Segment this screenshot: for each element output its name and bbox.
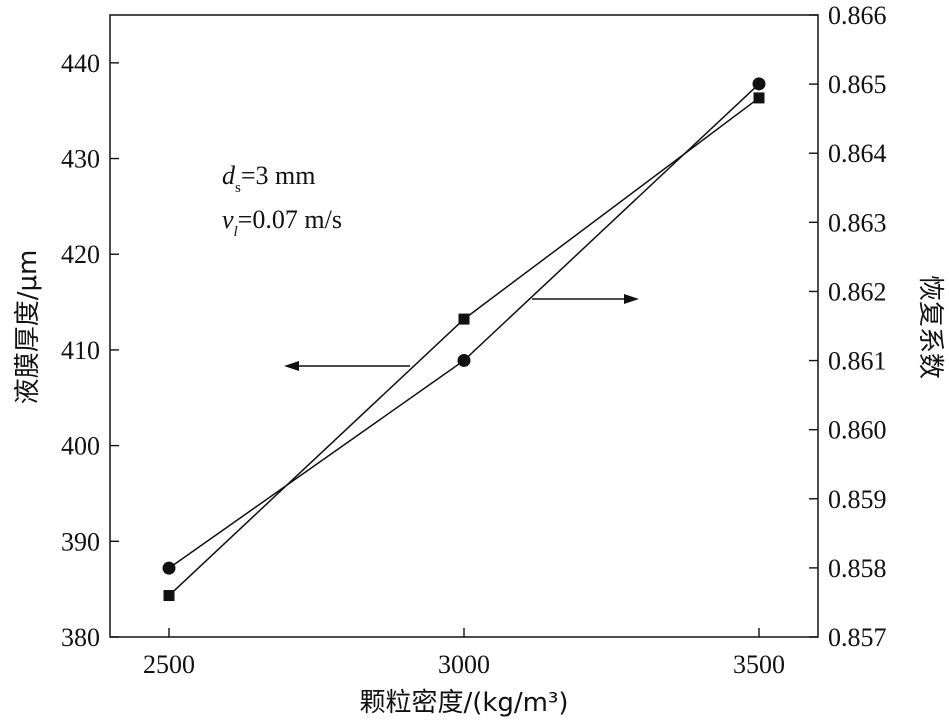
left-tick-label: 440 <box>61 49 100 78</box>
ds-subscript: s <box>235 180 241 196</box>
x-tick-label: 3500 <box>733 650 785 679</box>
right-tick-label: 0.862 <box>828 277 887 306</box>
axis-indicator-arrows <box>284 294 639 371</box>
right-axis-arrowhead <box>624 294 639 304</box>
vl-symbol: v <box>222 205 234 234</box>
left-tick-label: 400 <box>61 432 100 461</box>
right-tick-label: 0.860 <box>828 416 887 445</box>
vl-value: =0.07 m/s <box>238 205 342 234</box>
x-tick-label: 3000 <box>438 650 490 679</box>
film-thickness-point <box>457 353 471 367</box>
film-thickness-point <box>162 561 176 575</box>
right-tick-label: 0.857 <box>828 623 887 652</box>
right-tick-label: 0.866 <box>828 1 887 30</box>
liquid-velocity-annotation: vl=0.07 m/s <box>222 205 342 240</box>
x-axis-ticks: 2500 3000 3500 <box>143 628 785 679</box>
x-tick-label: 2500 <box>143 650 195 679</box>
right-axis-title: 恢复系数 <box>915 275 945 379</box>
plot-frame <box>109 14 819 638</box>
left-tick-label: 390 <box>61 527 100 556</box>
restitution-coefficient-point <box>458 313 470 325</box>
ds-symbol: d <box>222 161 236 190</box>
right-axis-ticks: 0.857 0.858 0.859 0.860 0.861 0.862 0.863 0.864… <box>809 1 887 652</box>
vl-subscript: l <box>234 224 238 240</box>
restitution-coefficient-point <box>753 92 765 104</box>
left-tick-label: 430 <box>61 145 100 174</box>
left-axis-title: 液膜厚度/μm <box>13 250 43 405</box>
right-tick-label: 0.859 <box>828 485 887 514</box>
right-tick-label: 0.865 <box>828 70 887 99</box>
ds-value: =3 mm <box>241 161 316 190</box>
left-axis-ticks: 380 390 400 410 420 430 440 <box>61 49 119 652</box>
right-tick-label: 0.861 <box>828 347 887 376</box>
x-axis-title: 颗粒密度/(kg/m³) <box>359 688 568 718</box>
right-tick-label: 0.858 <box>828 554 887 583</box>
series-markers <box>162 77 766 602</box>
right-tick-label: 0.863 <box>828 208 887 237</box>
left-tick-label: 420 <box>61 240 100 269</box>
restitution-coefficient-point <box>163 590 175 602</box>
plot-border <box>109 14 819 638</box>
particle-diameter-annotation: ds=3 mm <box>222 161 315 196</box>
film-thickness-line <box>168 83 760 569</box>
left-axis-arrowhead <box>284 361 299 371</box>
left-tick-label: 380 <box>61 623 100 652</box>
right-tick-label: 0.864 <box>828 139 887 168</box>
left-tick-label: 410 <box>61 336 100 365</box>
film-thickness-point <box>752 77 766 91</box>
